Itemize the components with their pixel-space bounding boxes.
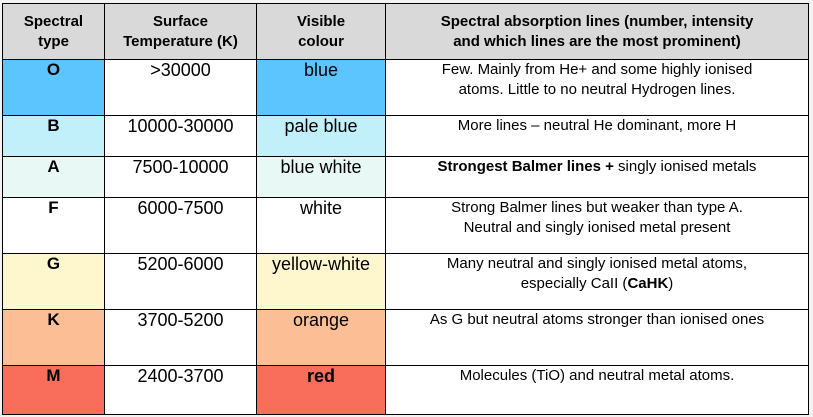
temperature-cell: 5200-6000 bbox=[104, 253, 257, 310]
lines-text: More lines – neutral He dominant, more H bbox=[457, 117, 737, 134]
absorption-lines-cell: Molecules (TiO) and neutral metal atoms. bbox=[385, 365, 809, 415]
header-row: Spectral type Surface Temperature (K) Vi… bbox=[2, 3, 809, 60]
table-row: B 10000-30000 pale blue More lines – neu… bbox=[2, 115, 809, 157]
colour-cell: pale blue bbox=[256, 115, 386, 157]
lines-text: Molecules (TiO) and neutral metal atoms. bbox=[459, 367, 735, 384]
table-row: O >30000 blue Few. Mainly from He+ and s… bbox=[2, 59, 809, 116]
table-row: A 7500-10000 blue white Strongest Balmer… bbox=[2, 156, 809, 198]
lines-plain-text: singly ionised metals bbox=[613, 158, 757, 175]
spectral-type-cell: M bbox=[2, 365, 105, 415]
colour-cell: red bbox=[256, 365, 386, 415]
lines-text: As G but neutral atoms stronger than ion… bbox=[429, 311, 765, 328]
temperature-cell: 10000-30000 bbox=[104, 115, 257, 157]
temperature-cell: 2400-3700 bbox=[104, 365, 257, 415]
table-row: G 5200-6000 yellow-white Many neutral an… bbox=[2, 253, 809, 310]
spectral-type-cell: F bbox=[2, 197, 105, 254]
colour-cell: blue bbox=[256, 59, 386, 116]
lines-text: Neutral and singly ionised metal present bbox=[463, 219, 731, 236]
absorption-lines-cell: More lines – neutral He dominant, more H bbox=[385, 115, 809, 157]
spectral-class-table: Spectral type Surface Temperature (K) Vi… bbox=[2, 3, 809, 415]
spectral-type-cell: G bbox=[2, 253, 105, 310]
spectral-type-cell: K bbox=[2, 309, 105, 366]
temperature-cell: 7500-10000 bbox=[104, 156, 257, 198]
colour-cell: blue white bbox=[256, 156, 386, 198]
temperature-cell: 6000-7500 bbox=[104, 197, 257, 254]
lines-text: atoms. Little to no neutral Hydrogen lin… bbox=[458, 81, 736, 98]
lines-plain-text: ) bbox=[668, 275, 674, 292]
header-absorption-lines: Spectral absorption lines (number, inten… bbox=[385, 3, 809, 60]
lines-text: Strongest Balmer lines + singly ionised … bbox=[387, 158, 808, 178]
lines-text: especially CaII (CaHK) bbox=[387, 274, 808, 294]
table-row: F 6000-7500 white Strong Balmer lines bu… bbox=[2, 197, 809, 254]
temperature-cell: 3700-5200 bbox=[104, 309, 257, 366]
lines-text: Strong Balmer lines but weaker than type… bbox=[451, 199, 743, 216]
absorption-lines-cell: Strong Balmer lines but weaker than type… bbox=[385, 197, 809, 254]
absorption-lines-cell: Many neutral and singly ionised metal at… bbox=[385, 253, 809, 310]
lines-plain-text: especially CaII ( bbox=[520, 275, 628, 292]
colour-cell: yellow-white bbox=[256, 253, 386, 310]
table-row: K 3700-5200 orange As G but neutral atom… bbox=[2, 309, 809, 366]
lines-bold-text: CaHK bbox=[627, 275, 669, 292]
header-spectral-type: Spectral type bbox=[2, 3, 105, 60]
header-surface-temperature: Surface Temperature (K) bbox=[104, 3, 257, 60]
absorption-lines-cell: Few. Mainly from He+ and some highly ion… bbox=[385, 59, 809, 116]
spectral-type-cell: B bbox=[2, 115, 105, 157]
header-visible-colour: Visible colour bbox=[256, 3, 386, 60]
absorption-lines-cell: Strongest Balmer lines + singly ionised … bbox=[385, 156, 809, 198]
lines-bold-text: Strongest Balmer lines + bbox=[437, 158, 614, 175]
spectral-type-cell: A bbox=[2, 156, 105, 198]
table-row: M 2400-3700 red Molecules (TiO) and neut… bbox=[2, 365, 809, 415]
temperature-cell: >30000 bbox=[104, 59, 257, 116]
lines-text: Many neutral and singly ionised metal at… bbox=[446, 255, 748, 272]
lines-text: Few. Mainly from He+ and some highly ion… bbox=[441, 61, 753, 78]
absorption-lines-cell: As G but neutral atoms stronger than ion… bbox=[385, 309, 809, 366]
spectral-type-cell: O bbox=[2, 59, 105, 116]
colour-cell: orange bbox=[256, 309, 386, 366]
colour-cell: white bbox=[256, 197, 386, 254]
